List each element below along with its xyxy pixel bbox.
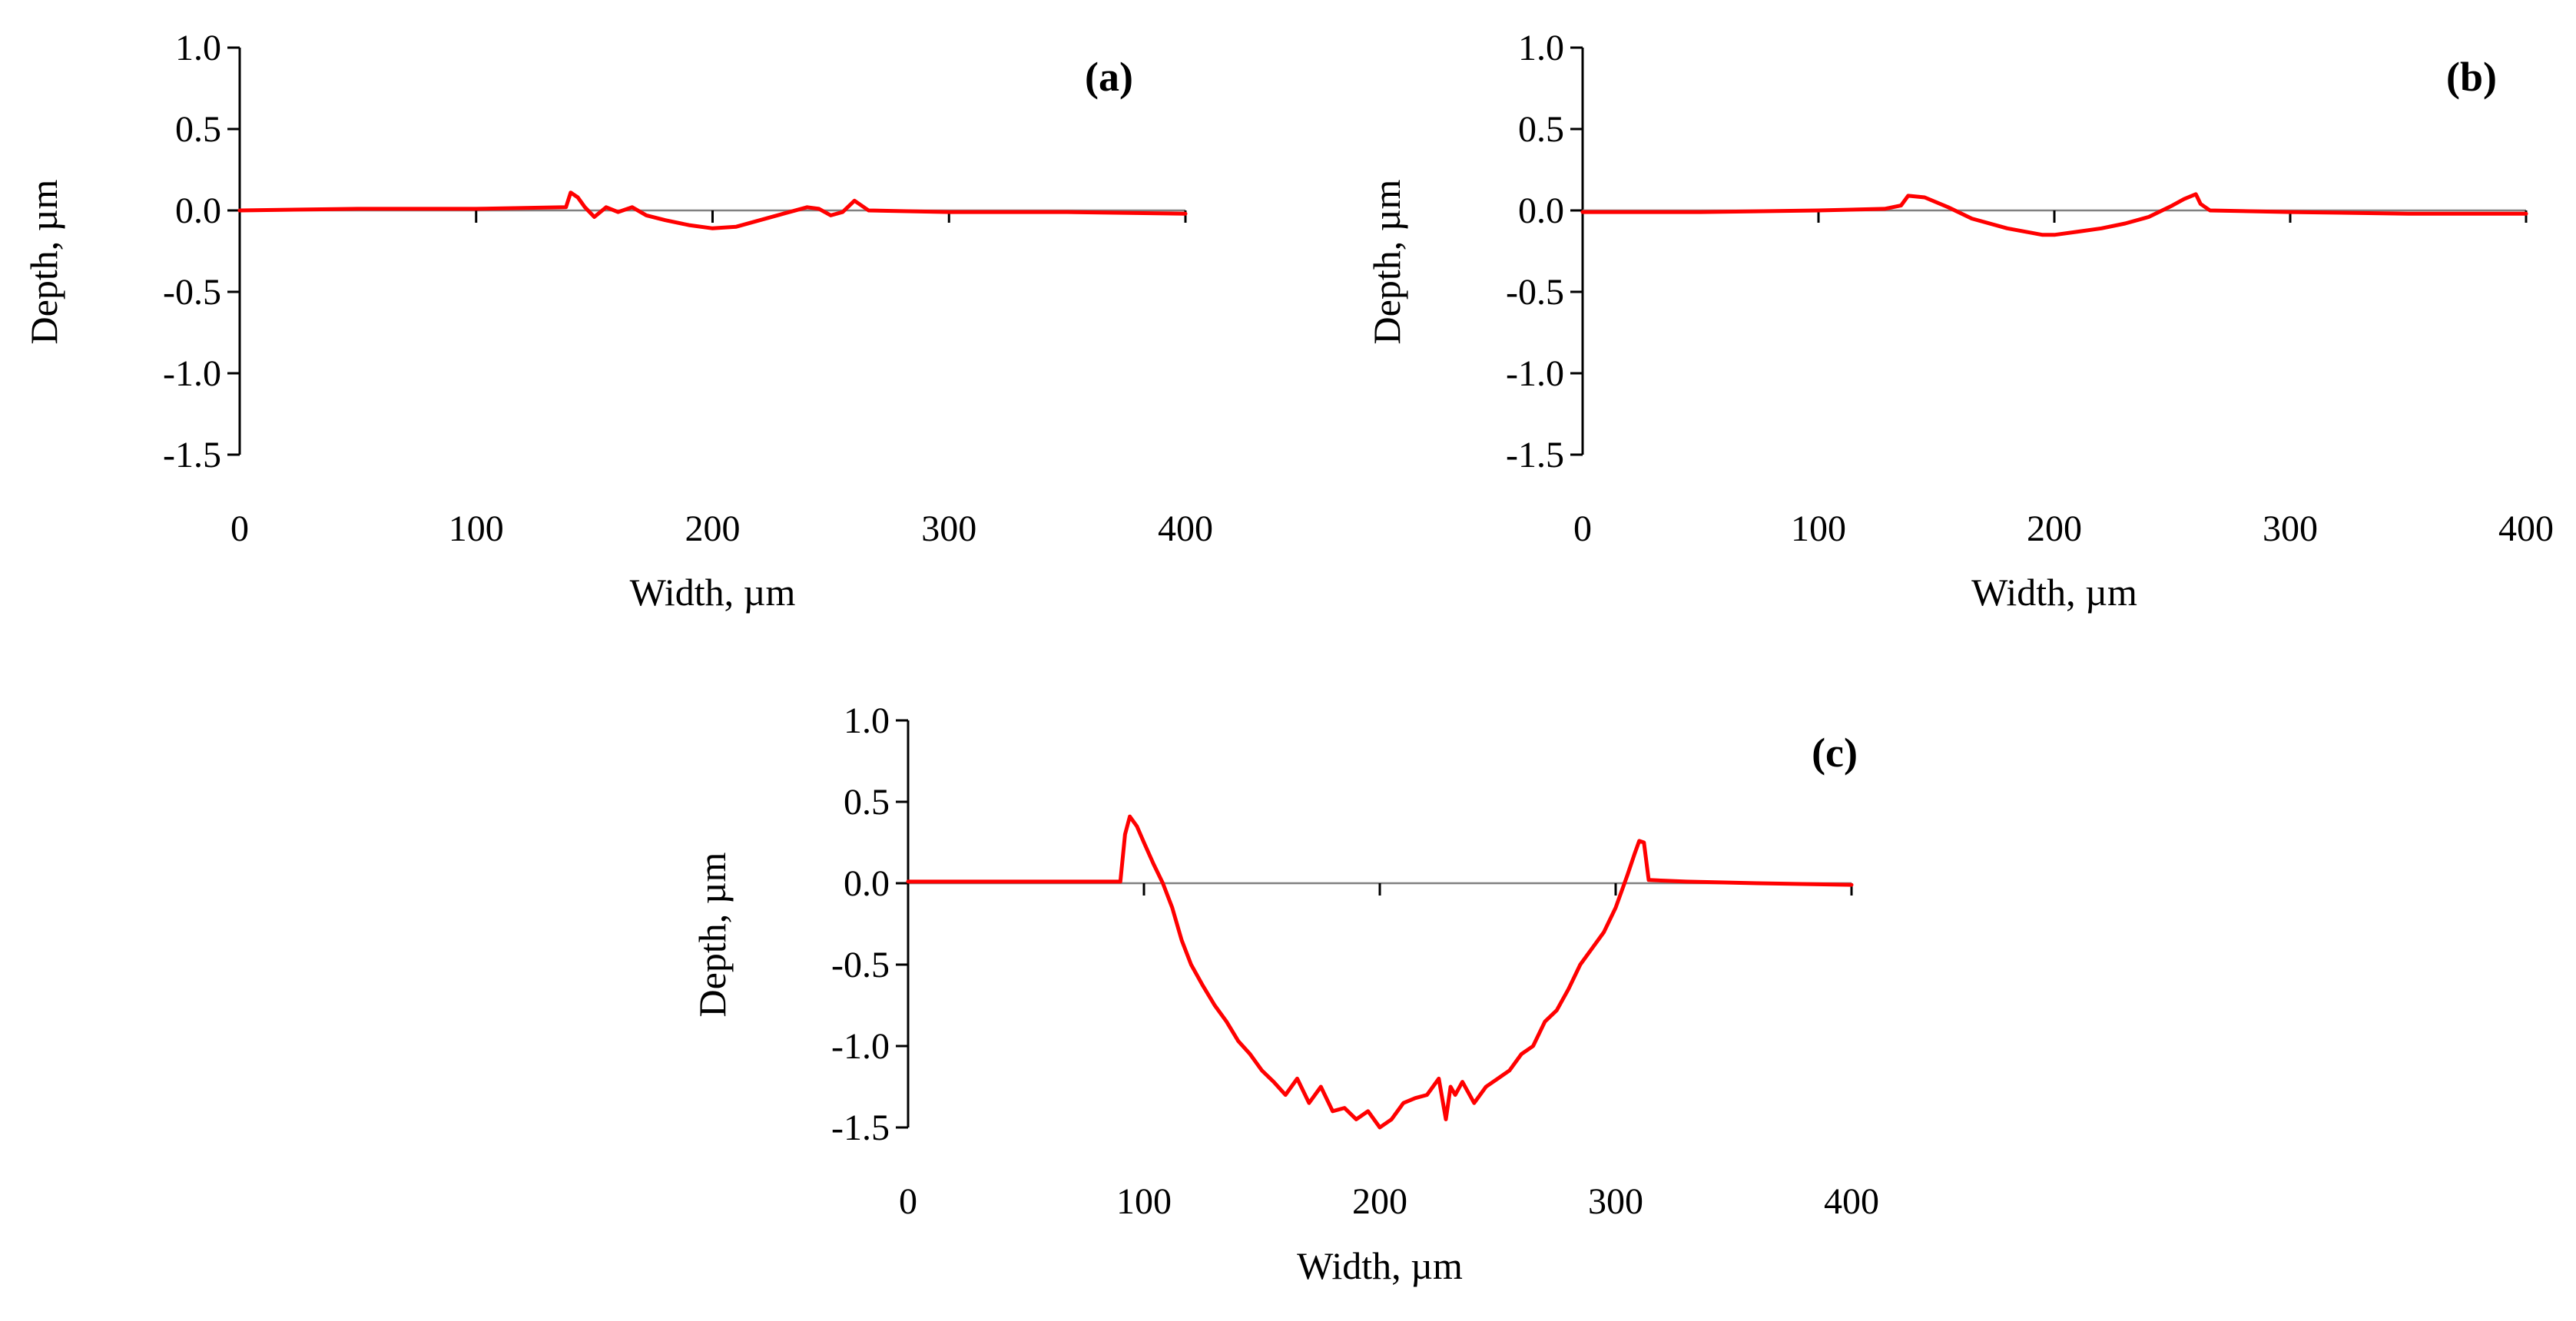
y-tick-label: 0.0 (844, 863, 890, 904)
x-tick-label: 200 (685, 508, 741, 549)
x-tick-label: 400 (1158, 508, 1213, 549)
y-tick-label: -0.5 (831, 945, 890, 985)
y-axis-title: Depth, µm (1365, 179, 1408, 344)
y-tick-label: 0.5 (1518, 109, 1564, 150)
x-tick-label: 0 (230, 508, 249, 549)
x-tick-label: 200 (2027, 508, 2082, 549)
y-tick-label: -1.0 (831, 1026, 890, 1067)
x-tick-label: 400 (2498, 508, 2554, 549)
x-tick-label: 200 (1352, 1181, 1407, 1222)
x-tick-label: 100 (449, 508, 504, 549)
x-axis-title: Width, µm (1297, 1244, 1463, 1287)
series-line-profile (237, 190, 1188, 230)
x-tick-label: 300 (921, 508, 976, 549)
x-tick-label: 100 (1791, 508, 1846, 549)
x-tick-label: 300 (2263, 508, 2318, 549)
y-tick-label: -0.5 (163, 272, 221, 313)
panel-label: (b) (2446, 54, 2497, 100)
x-tick-label: 0 (899, 1181, 917, 1222)
y-tick-label: 0.5 (175, 109, 221, 150)
series-line-profile (1580, 192, 2528, 237)
y-tick-label: 1.0 (175, 28, 221, 68)
y-tick-label: -1.0 (1506, 353, 1564, 394)
y-tick-label: 0.0 (1518, 190, 1564, 231)
y-axis-title: Depth, µm (691, 852, 734, 1017)
x-tick-label: 0 (1573, 508, 1592, 549)
y-tick-label: -1.5 (163, 435, 221, 475)
y-tick-label: -0.5 (1506, 272, 1564, 313)
chart-panel-3: 1.0 0.5 0.0 -0.5 -1.0 -1.50 100 200 300 400 Width,… (691, 700, 1879, 1287)
y-tick-label: 1.0 (1518, 28, 1564, 68)
y-tick-label: 1.0 (844, 700, 890, 741)
y-axis-title: Depth, µm (22, 179, 65, 344)
x-axis-title: Width, µm (630, 571, 796, 614)
y-tick-label: -1.5 (1506, 435, 1564, 475)
chart-panel-1: 1.0 0.5 0.0 -0.5 -1.0 -1.50 100 200 300 400 Width,… (22, 28, 1213, 614)
series-line-profile (906, 814, 1854, 1130)
x-axis-title: Width, µm (1971, 571, 2137, 614)
x-tick-label: 100 (1116, 1181, 1172, 1222)
panel-label: (c) (1812, 730, 1858, 776)
y-tick-label: -1.5 (831, 1107, 890, 1148)
y-tick-label: 0.0 (175, 190, 221, 231)
y-tick-label: 0.5 (844, 782, 890, 823)
x-tick-label: 400 (1824, 1181, 1879, 1222)
y-tick-label: -1.0 (163, 353, 221, 394)
panel-label: (a) (1085, 54, 1133, 100)
x-tick-label: 300 (1588, 1181, 1643, 1222)
chart-panel-2: 1.0 0.5 0.0 -0.5 -1.0 -1.50 100 200 300 400 Width,… (1365, 28, 2554, 614)
